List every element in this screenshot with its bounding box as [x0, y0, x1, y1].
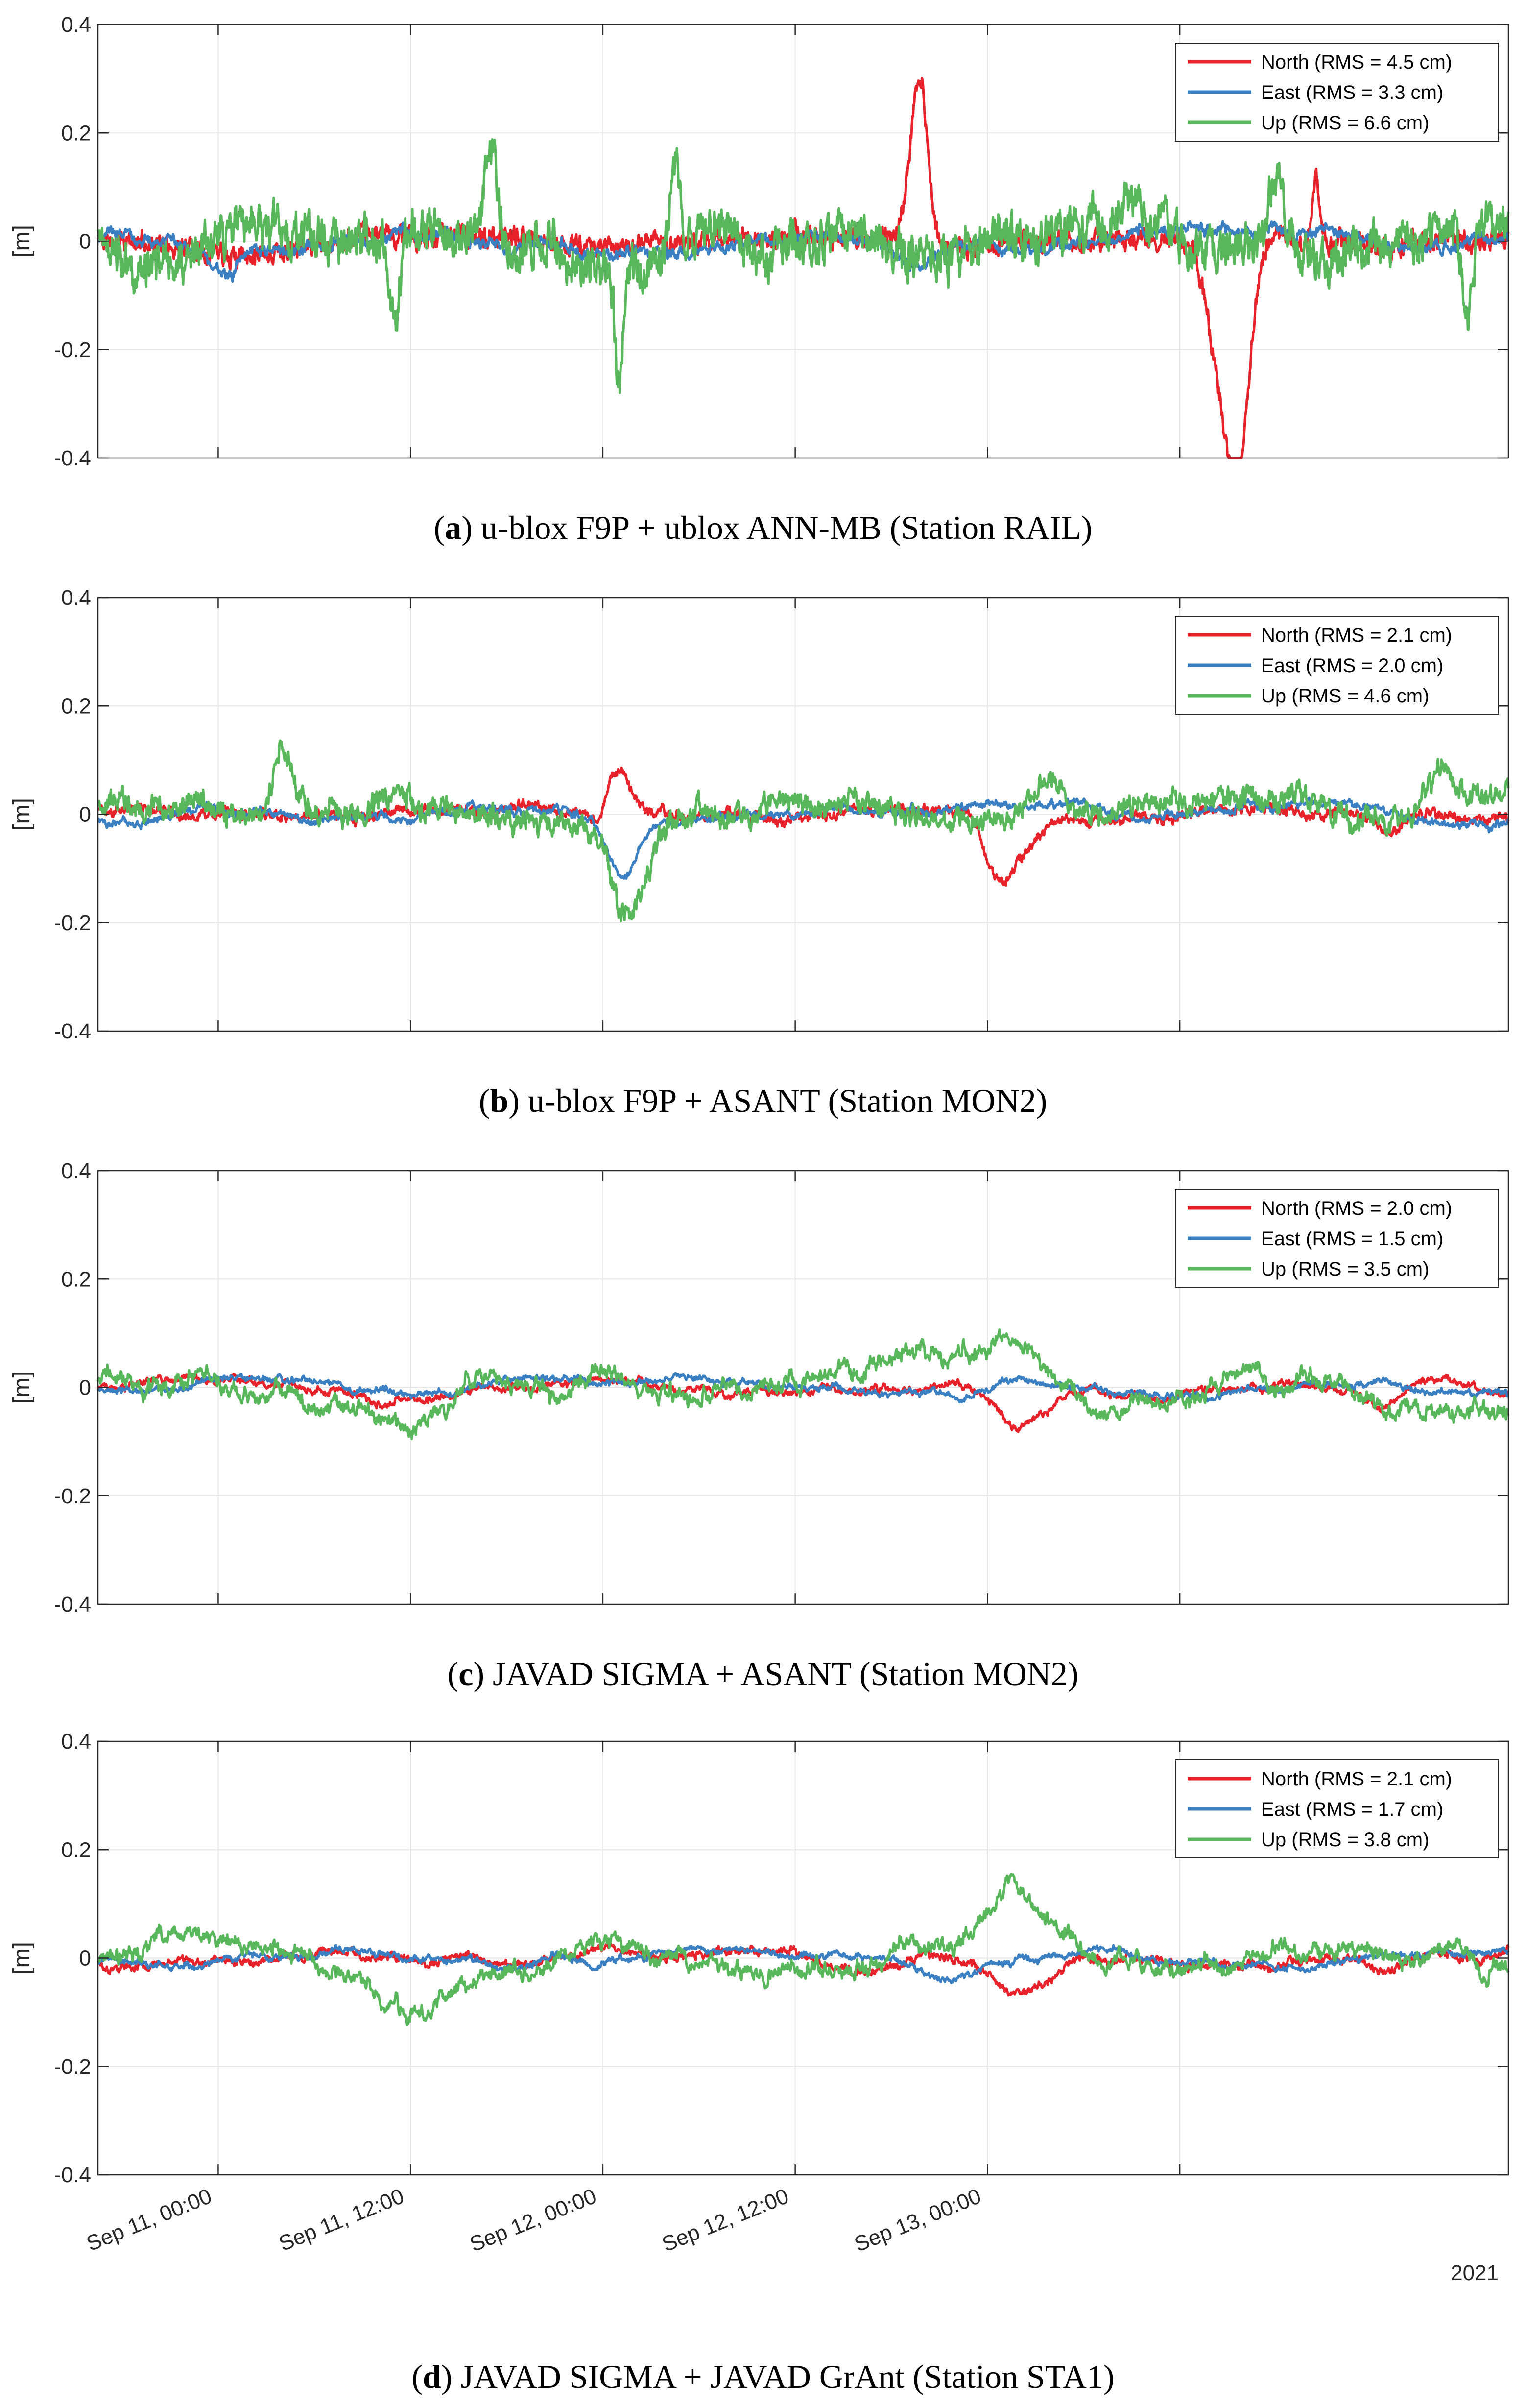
y-tick-label: 0.4 — [61, 1730, 91, 1754]
panel-a-y-ticks: 0.4 0.2 0 -0.2 -0.4 — [54, 13, 1508, 470]
y-tick-label: 0.4 — [61, 1159, 91, 1183]
legend-entry: North (RMS = 2.0 cm) — [1261, 1198, 1452, 1219]
panel-b-caption: (b) u-blox F9P + ASANT (Station MON2) — [479, 1082, 1047, 1119]
panel-c-caption-text: ) JAVAD SIGMA + ASANT (Station MON2) — [473, 1655, 1078, 1692]
y-tick-label: -0.2 — [54, 338, 91, 362]
y-tick-label: 0 — [79, 803, 91, 827]
y-tick-label: -0.4 — [54, 2163, 91, 2187]
series-line-east — [96, 1944, 1510, 1984]
legend-entry: North (RMS = 2.1 cm) — [1261, 1768, 1452, 1790]
y-tick-label: 0.2 — [61, 694, 91, 718]
panel-a-legend: North (RMS = 4.5 cm) East (RMS = 3.3 cm) U… — [1175, 43, 1499, 142]
panel-d-year-label: 2021 — [1451, 2261, 1499, 2285]
panel-d-y-ticks: 0.4 0.2 0 -0.2 -0.4 — [54, 1730, 1508, 2187]
panel-b-y-axis-label: [m] — [9, 798, 35, 831]
panel-b-legend: North (RMS = 2.1 cm) East (RMS = 2.0 cm) U… — [1175, 616, 1499, 715]
y-tick-label: -0.2 — [54, 1484, 91, 1508]
panel-d-caption-letter: d — [423, 2358, 441, 2395]
panel-a-caption-letter: a — [445, 509, 461, 546]
panel-d-caption-text: ) JAVAD SIGMA + JAVAD GrAnt (Station STA… — [441, 2358, 1115, 2395]
y-tick-label: -0.4 — [54, 446, 91, 470]
legend-entry: Up (RMS = 3.8 cm) — [1261, 1829, 1429, 1851]
panel-b-series — [97, 739, 1510, 922]
panel-a-y-axis-label: [m] — [9, 225, 35, 258]
panel-d-caption: (d) JAVAD SIGMA + JAVAD GrAnt (Station S… — [411, 2358, 1114, 2395]
y-tick-label: 0.2 — [61, 1838, 91, 1862]
legend-entry: East (RMS = 3.3 cm) — [1261, 82, 1443, 103]
y-tick-label: -0.4 — [54, 1019, 91, 1043]
panel-c: 0.4 0.2 0 -0.2 -0.4 [m] North (RMS = 2.0 cm)… — [9, 1159, 1510, 1692]
panel-c-y-ticks: 0.4 0.2 0 -0.2 -0.4 — [54, 1159, 1508, 1616]
legend-entry: East (RMS = 1.5 cm) — [1261, 1228, 1443, 1250]
panel-a-series — [96, 77, 1510, 459]
y-tick-label: 0.4 — [61, 13, 91, 37]
legend-entry: North (RMS = 4.5 cm) — [1261, 51, 1452, 73]
legend-entry: Up (RMS = 4.6 cm) — [1261, 685, 1429, 707]
legend-entry: Up (RMS = 3.5 cm) — [1261, 1258, 1429, 1280]
y-tick-label: -0.2 — [54, 2055, 91, 2079]
series-line-up — [96, 138, 1510, 394]
panel-b: 0.4 0.2 0 -0.2 -0.4 [m] North (RMS = 2.1 cm)… — [9, 586, 1510, 1119]
y-tick-label: 0.2 — [61, 1267, 91, 1291]
panel-b-caption-letter: b — [490, 1082, 508, 1119]
panel-c-series — [96, 1328, 1510, 1440]
y-tick-label: 0.2 — [61, 121, 91, 145]
panel-b-caption-text: ) u-blox F9P + ASANT (Station MON2) — [508, 1082, 1047, 1119]
legend-entry: Up (RMS = 6.6 cm) — [1261, 112, 1429, 134]
panel-c-y-axis-label: [m] — [9, 1371, 35, 1404]
legend-entry: East (RMS = 1.7 cm) — [1261, 1799, 1443, 1820]
panel-a-caption-text: ) u-blox F9P + ublox ANN-MB (Station RAI… — [461, 509, 1092, 546]
y-tick-label: -0.4 — [54, 1592, 91, 1616]
legend-entry: East (RMS = 2.0 cm) — [1261, 655, 1443, 676]
legend-entry: North (RMS = 2.1 cm) — [1261, 625, 1452, 646]
y-tick-label: 0.4 — [61, 586, 91, 610]
panel-d-legend: North (RMS = 2.1 cm) East (RMS = 1.7 cm) U… — [1175, 1759, 1499, 1858]
panel-d-series — [96, 1873, 1510, 2026]
panel-b-y-ticks: 0.4 0.2 0 -0.2 -0.4 — [54, 586, 1508, 1043]
series-line-up — [96, 1328, 1510, 1440]
panel-a-caption: (a) u-blox F9P + ublox ANN-MB (Station R… — [434, 509, 1093, 546]
series-line-up — [97, 739, 1510, 922]
y-tick-label: 0 — [79, 230, 91, 254]
panel-d-y-axis-label: [m] — [9, 1942, 35, 1975]
y-tick-label: 0 — [79, 1947, 91, 1971]
panel-c-legend: North (RMS = 2.0 cm) East (RMS = 1.5 cm) U… — [1175, 1189, 1499, 1288]
y-tick-label: 0 — [79, 1376, 91, 1400]
panel-c-caption: (c) JAVAD SIGMA + ASANT (Station MON2) — [448, 1655, 1079, 1692]
series-line-up — [97, 1873, 1510, 2026]
panel-a: 0.4 0.2 0 -0.2 -0.4 [m] North (RMS = 4.5 cm)… — [9, 13, 1510, 546]
panel-c-caption-letter: c — [458, 1655, 473, 1692]
y-tick-label: -0.2 — [54, 911, 91, 935]
